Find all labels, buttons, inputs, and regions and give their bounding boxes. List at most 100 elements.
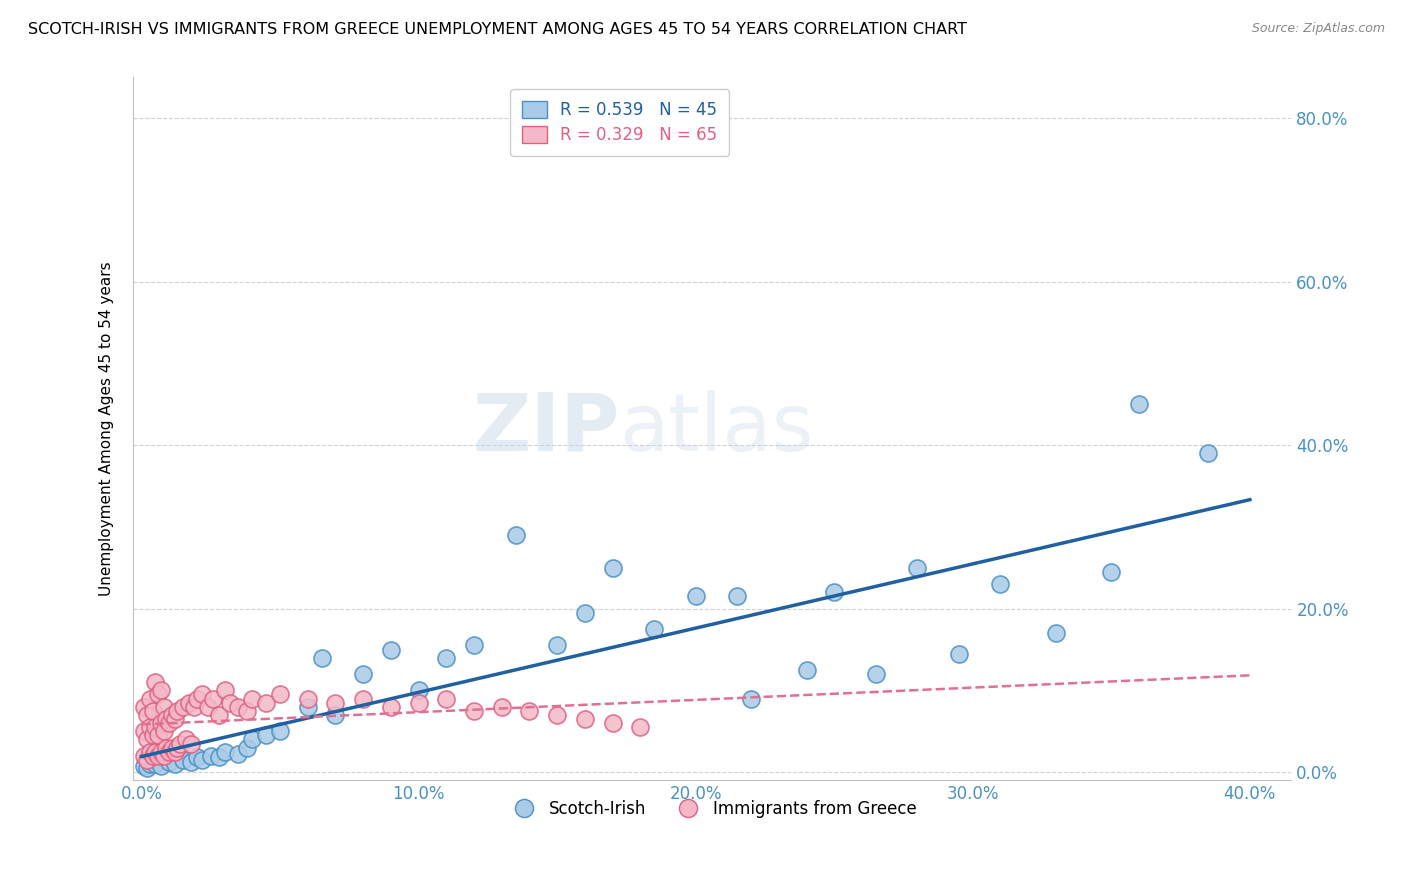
Point: [546, 707, 568, 722]
Point: [172, 699, 194, 714]
Point: [152, 724, 174, 739]
Point: [186, 750, 208, 764]
Point: [491, 699, 513, 714]
Point: [177, 696, 200, 710]
Legend: Scotch-Irish, Immigrants from Greece: Scotch-Irish, Immigrants from Greece: [501, 793, 924, 825]
Point: [311, 650, 333, 665]
Point: [138, 720, 160, 734]
Point: [208, 707, 231, 722]
Point: [574, 712, 596, 726]
Point: [169, 737, 191, 751]
Point: [174, 732, 197, 747]
Point: [269, 688, 291, 702]
Point: [352, 667, 374, 681]
Point: [143, 720, 166, 734]
Text: ZIP: ZIP: [472, 390, 620, 468]
Point: [796, 663, 818, 677]
Point: [134, 699, 156, 714]
Point: [163, 756, 186, 771]
Point: [166, 740, 188, 755]
Point: [146, 748, 169, 763]
Point: [948, 647, 970, 661]
Point: [149, 683, 172, 698]
Point: [240, 732, 263, 747]
Point: [235, 740, 257, 755]
Point: [149, 745, 172, 759]
Point: [463, 704, 485, 718]
Point: [602, 561, 624, 575]
Point: [141, 704, 163, 718]
Text: atlas: atlas: [620, 390, 814, 468]
Point: [157, 745, 180, 759]
Point: [202, 691, 225, 706]
Point: [505, 528, 527, 542]
Point: [297, 699, 319, 714]
Point: [200, 748, 222, 763]
Point: [155, 740, 177, 755]
Point: [138, 745, 160, 759]
Point: [183, 699, 205, 714]
Text: Source: ZipAtlas.com: Source: ZipAtlas.com: [1251, 22, 1385, 36]
Point: [155, 712, 177, 726]
Point: [352, 691, 374, 706]
Point: [191, 688, 214, 702]
Point: [219, 696, 242, 710]
Point: [180, 756, 202, 770]
Point: [157, 716, 180, 731]
Point: [138, 756, 160, 771]
Point: [146, 688, 169, 702]
Point: [186, 691, 208, 706]
Point: [380, 642, 402, 657]
Point: [197, 699, 219, 714]
Point: [136, 753, 159, 767]
Point: [141, 728, 163, 742]
Point: [990, 577, 1012, 591]
Point: [740, 691, 762, 706]
Point: [141, 748, 163, 763]
Point: [138, 691, 160, 706]
Point: [235, 704, 257, 718]
Point: [134, 724, 156, 739]
Point: [325, 707, 347, 722]
Point: [602, 716, 624, 731]
Point: [136, 732, 159, 747]
Point: [143, 675, 166, 690]
Point: [1099, 565, 1122, 579]
Point: [152, 699, 174, 714]
Point: [149, 716, 172, 731]
Text: SCOTCH-IRISH VS IMMIGRANTS FROM GREECE UNEMPLOYMENT AMONG AGES 45 TO 54 YEARS CO: SCOTCH-IRISH VS IMMIGRANTS FROM GREECE U…: [28, 22, 967, 37]
Point: [152, 748, 174, 763]
Point: [134, 758, 156, 772]
Point: [163, 745, 186, 759]
Point: [214, 745, 236, 759]
Point: [519, 704, 541, 718]
Point: [628, 720, 651, 734]
Point: [172, 753, 194, 767]
Point: [163, 712, 186, 726]
Point: [574, 606, 596, 620]
Point: [325, 696, 347, 710]
Point: [463, 639, 485, 653]
Point: [380, 699, 402, 714]
Point: [160, 740, 183, 755]
Point: [214, 683, 236, 698]
Point: [546, 639, 568, 653]
Point: [408, 683, 430, 698]
Point: [434, 650, 457, 665]
Point: [228, 747, 250, 761]
Point: [269, 724, 291, 739]
Point: [254, 728, 277, 742]
Point: [1197, 446, 1219, 460]
Point: [191, 753, 214, 767]
Point: [166, 704, 188, 718]
Point: [1045, 626, 1067, 640]
Point: [143, 745, 166, 759]
Point: [157, 756, 180, 770]
Point: [434, 691, 457, 706]
Point: [408, 696, 430, 710]
Point: [1128, 397, 1150, 411]
Point: [146, 728, 169, 742]
Point: [685, 590, 707, 604]
Point: [725, 590, 748, 604]
Point: [134, 748, 156, 763]
